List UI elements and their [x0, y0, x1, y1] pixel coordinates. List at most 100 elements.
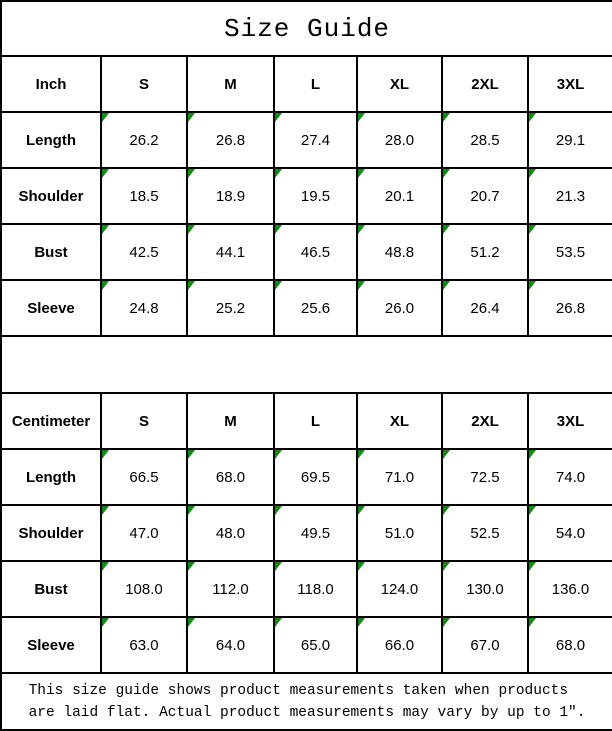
size-column-header: M: [186, 55, 275, 113]
size-column-header: 2XL: [441, 55, 529, 113]
cell-corner-flag-icon: [444, 226, 450, 234]
measurement-value: 69.5: [300, 468, 331, 486]
cell-corner-flag-icon: [359, 114, 365, 122]
measurement-value: 28.5: [470, 131, 500, 149]
measurement-value-cell: 52.5: [441, 504, 529, 562]
measurement-value-cell: 72.5: [441, 448, 529, 506]
cell-corner-flag-icon: [276, 170, 282, 178]
measurement-value: 20.1: [384, 187, 415, 205]
measurement-value-cell: 20.1: [356, 167, 443, 225]
cell-corner-flag-icon: [359, 619, 365, 627]
page-title: Size Guide: [0, 0, 612, 57]
measurement-value: 26.8: [555, 299, 586, 317]
measurement-value-cell: 118.0: [273, 560, 358, 618]
measurement-value-cell: 53.5: [526, 223, 612, 281]
measurement-value: 66.0: [384, 636, 415, 654]
measurement-value-cell: 130.0: [441, 560, 529, 618]
measurement-value-cell: 66.5: [100, 448, 188, 506]
measurement-value: 66.5: [129, 468, 159, 486]
cell-corner-flag-icon: [359, 170, 365, 178]
measurement-value: 20.7: [470, 187, 500, 205]
measurement-value: 46.5: [300, 243, 331, 261]
measurement-value-cell: 65.0: [273, 616, 358, 674]
inch-shoulder-row: Shoulder 18.5 18.9 19.5 20.1 20.7 21.3: [0, 167, 612, 225]
measurement-value-cell: 18.5: [100, 167, 188, 225]
measurement-value-cell: 25.6: [273, 279, 358, 337]
measurement-value: 24.8: [129, 299, 159, 317]
measurement-value-cell: 71.0: [356, 448, 443, 506]
measurement-value: 19.5: [300, 187, 331, 205]
measurement-value-cell: 54.0: [526, 504, 612, 562]
inch-bust-row: Bust 42.5 44.1 46.5 48.8 51.2 53.5: [0, 223, 612, 281]
measurement-value-cell: 26.2: [100, 111, 188, 169]
measurement-value: 18.5: [129, 187, 159, 205]
spacer-row: [0, 335, 612, 394]
size-column-header: M: [186, 392, 275, 450]
cell-corner-flag-icon: [189, 507, 195, 515]
measurement-value: 63.0: [129, 636, 159, 654]
measurement-value: 72.5: [470, 468, 500, 486]
cell-corner-flag-icon: [530, 226, 536, 234]
measurement-value-cell: 108.0: [100, 560, 188, 618]
cell-corner-flag-icon: [103, 226, 109, 234]
measurement-value-cell: 26.4: [441, 279, 529, 337]
measurement-value-cell: 46.5: [273, 223, 358, 281]
measurement-value: 74.0: [555, 468, 586, 486]
measurement-value: 18.9: [215, 187, 246, 205]
measurement-value-cell: 63.0: [100, 616, 188, 674]
measurement-value-cell: 26.8: [526, 279, 612, 337]
measurement-value-cell: 29.1: [526, 111, 612, 169]
measurement-value-cell: 49.5: [273, 504, 358, 562]
cell-corner-flag-icon: [530, 282, 536, 290]
inch-sleeve-row: Sleeve 24.8 25.2 25.6 26.0 26.4 26.8: [0, 279, 612, 337]
measurement-value-cell: 136.0: [526, 560, 612, 618]
cell-corner-flag-icon: [103, 451, 109, 459]
cell-corner-flag-icon: [444, 170, 450, 178]
cell-corner-flag-icon: [189, 563, 195, 571]
measurement-value: 47.0: [129, 524, 159, 542]
cell-corner-flag-icon: [189, 619, 195, 627]
measurement-value-cell: 68.0: [526, 616, 612, 674]
cell-corner-flag-icon: [530, 507, 536, 515]
measurement-value-cell: 42.5: [100, 223, 188, 281]
size-column-header: 3XL: [526, 392, 612, 450]
measurement-value-cell: 48.0: [186, 504, 275, 562]
cell-corner-flag-icon: [359, 451, 365, 459]
cm-length-row: Length 66.5 68.0 69.5 71.0 72.5 74.0: [0, 448, 612, 506]
measurement-label: Shoulder: [0, 167, 102, 225]
measurement-value: 51.2: [470, 243, 500, 261]
size-column-header: L: [273, 392, 358, 450]
cell-corner-flag-icon: [189, 282, 195, 290]
measurement-value: 71.0: [384, 468, 415, 486]
measurement-value: 118.0: [297, 580, 334, 598]
measurement-value: 49.5: [300, 524, 331, 542]
cell-corner-flag-icon: [189, 226, 195, 234]
measurement-value-cell: 20.7: [441, 167, 529, 225]
measurement-value-cell: 69.5: [273, 448, 358, 506]
measurement-value-cell: 51.0: [356, 504, 443, 562]
cell-corner-flag-icon: [189, 451, 195, 459]
cell-corner-flag-icon: [103, 619, 109, 627]
cell-corner-flag-icon: [444, 507, 450, 515]
footer-line: are laid flat. Actual product measuremen…: [28, 704, 586, 721]
cell-corner-flag-icon: [103, 114, 109, 122]
measurement-value: 68.0: [555, 636, 586, 654]
footer-line: This size guide shows product measuremen…: [28, 682, 569, 699]
measurement-value: 112.0: [212, 580, 249, 598]
cell-corner-flag-icon: [359, 282, 365, 290]
measurement-value: 26.2: [129, 131, 159, 149]
cell-corner-flag-icon: [189, 170, 195, 178]
measurement-value-cell: 21.3: [526, 167, 612, 225]
measurement-value-cell: 27.4: [273, 111, 358, 169]
cell-corner-flag-icon: [276, 507, 282, 515]
unit-header-inch: Inch: [0, 55, 102, 113]
measurement-value: 48.8: [384, 243, 415, 261]
size-column-header: S: [100, 392, 188, 450]
measurement-value-cell: 68.0: [186, 448, 275, 506]
measurement-value-cell: 18.9: [186, 167, 275, 225]
cell-corner-flag-icon: [276, 451, 282, 459]
cell-corner-flag-icon: [444, 563, 450, 571]
measurement-value: 136.0: [551, 580, 590, 598]
measurement-value: 28.0: [384, 131, 415, 149]
